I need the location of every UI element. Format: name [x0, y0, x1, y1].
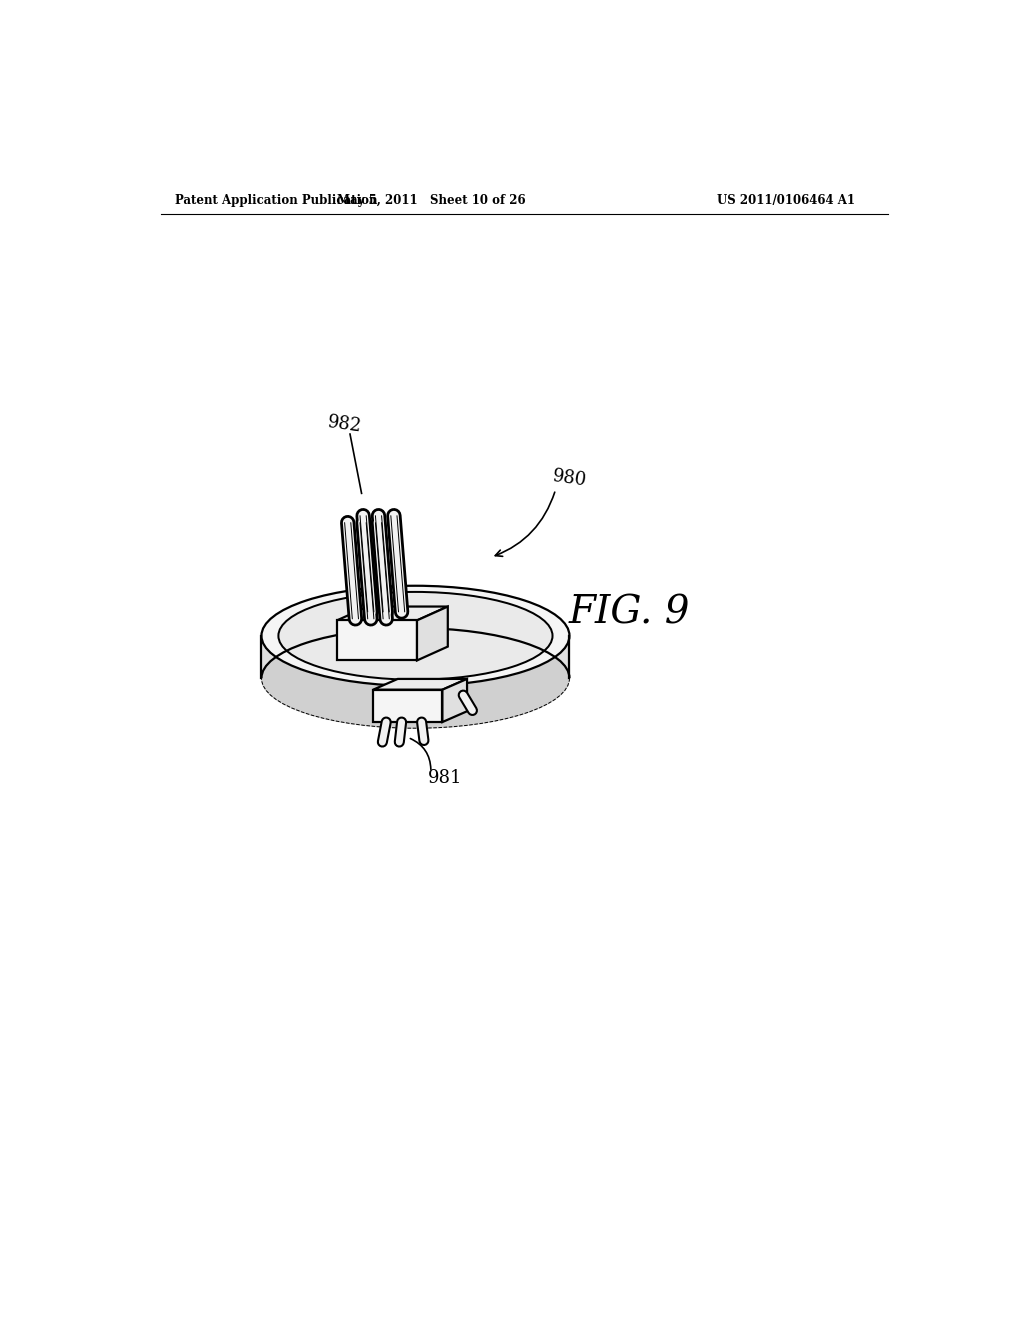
Ellipse shape	[279, 591, 553, 680]
Polygon shape	[337, 607, 447, 620]
Polygon shape	[337, 620, 417, 660]
Text: 981: 981	[427, 770, 462, 787]
FancyArrowPatch shape	[496, 492, 555, 556]
Text: 980: 980	[551, 467, 588, 490]
Polygon shape	[373, 689, 442, 722]
Text: May 5, 2011   Sheet 10 of 26: May 5, 2011 Sheet 10 of 26	[337, 194, 525, 207]
Polygon shape	[261, 636, 569, 678]
Text: Patent Application Publication: Patent Application Publication	[175, 194, 378, 207]
Ellipse shape	[261, 586, 569, 686]
Polygon shape	[442, 678, 467, 722]
Polygon shape	[373, 678, 467, 689]
FancyArrowPatch shape	[411, 738, 431, 770]
Text: 982: 982	[327, 413, 362, 436]
Polygon shape	[417, 607, 447, 660]
Text: US 2011/0106464 A1: US 2011/0106464 A1	[717, 194, 855, 207]
Ellipse shape	[261, 628, 569, 729]
Text: FIG. 9: FIG. 9	[568, 594, 690, 631]
